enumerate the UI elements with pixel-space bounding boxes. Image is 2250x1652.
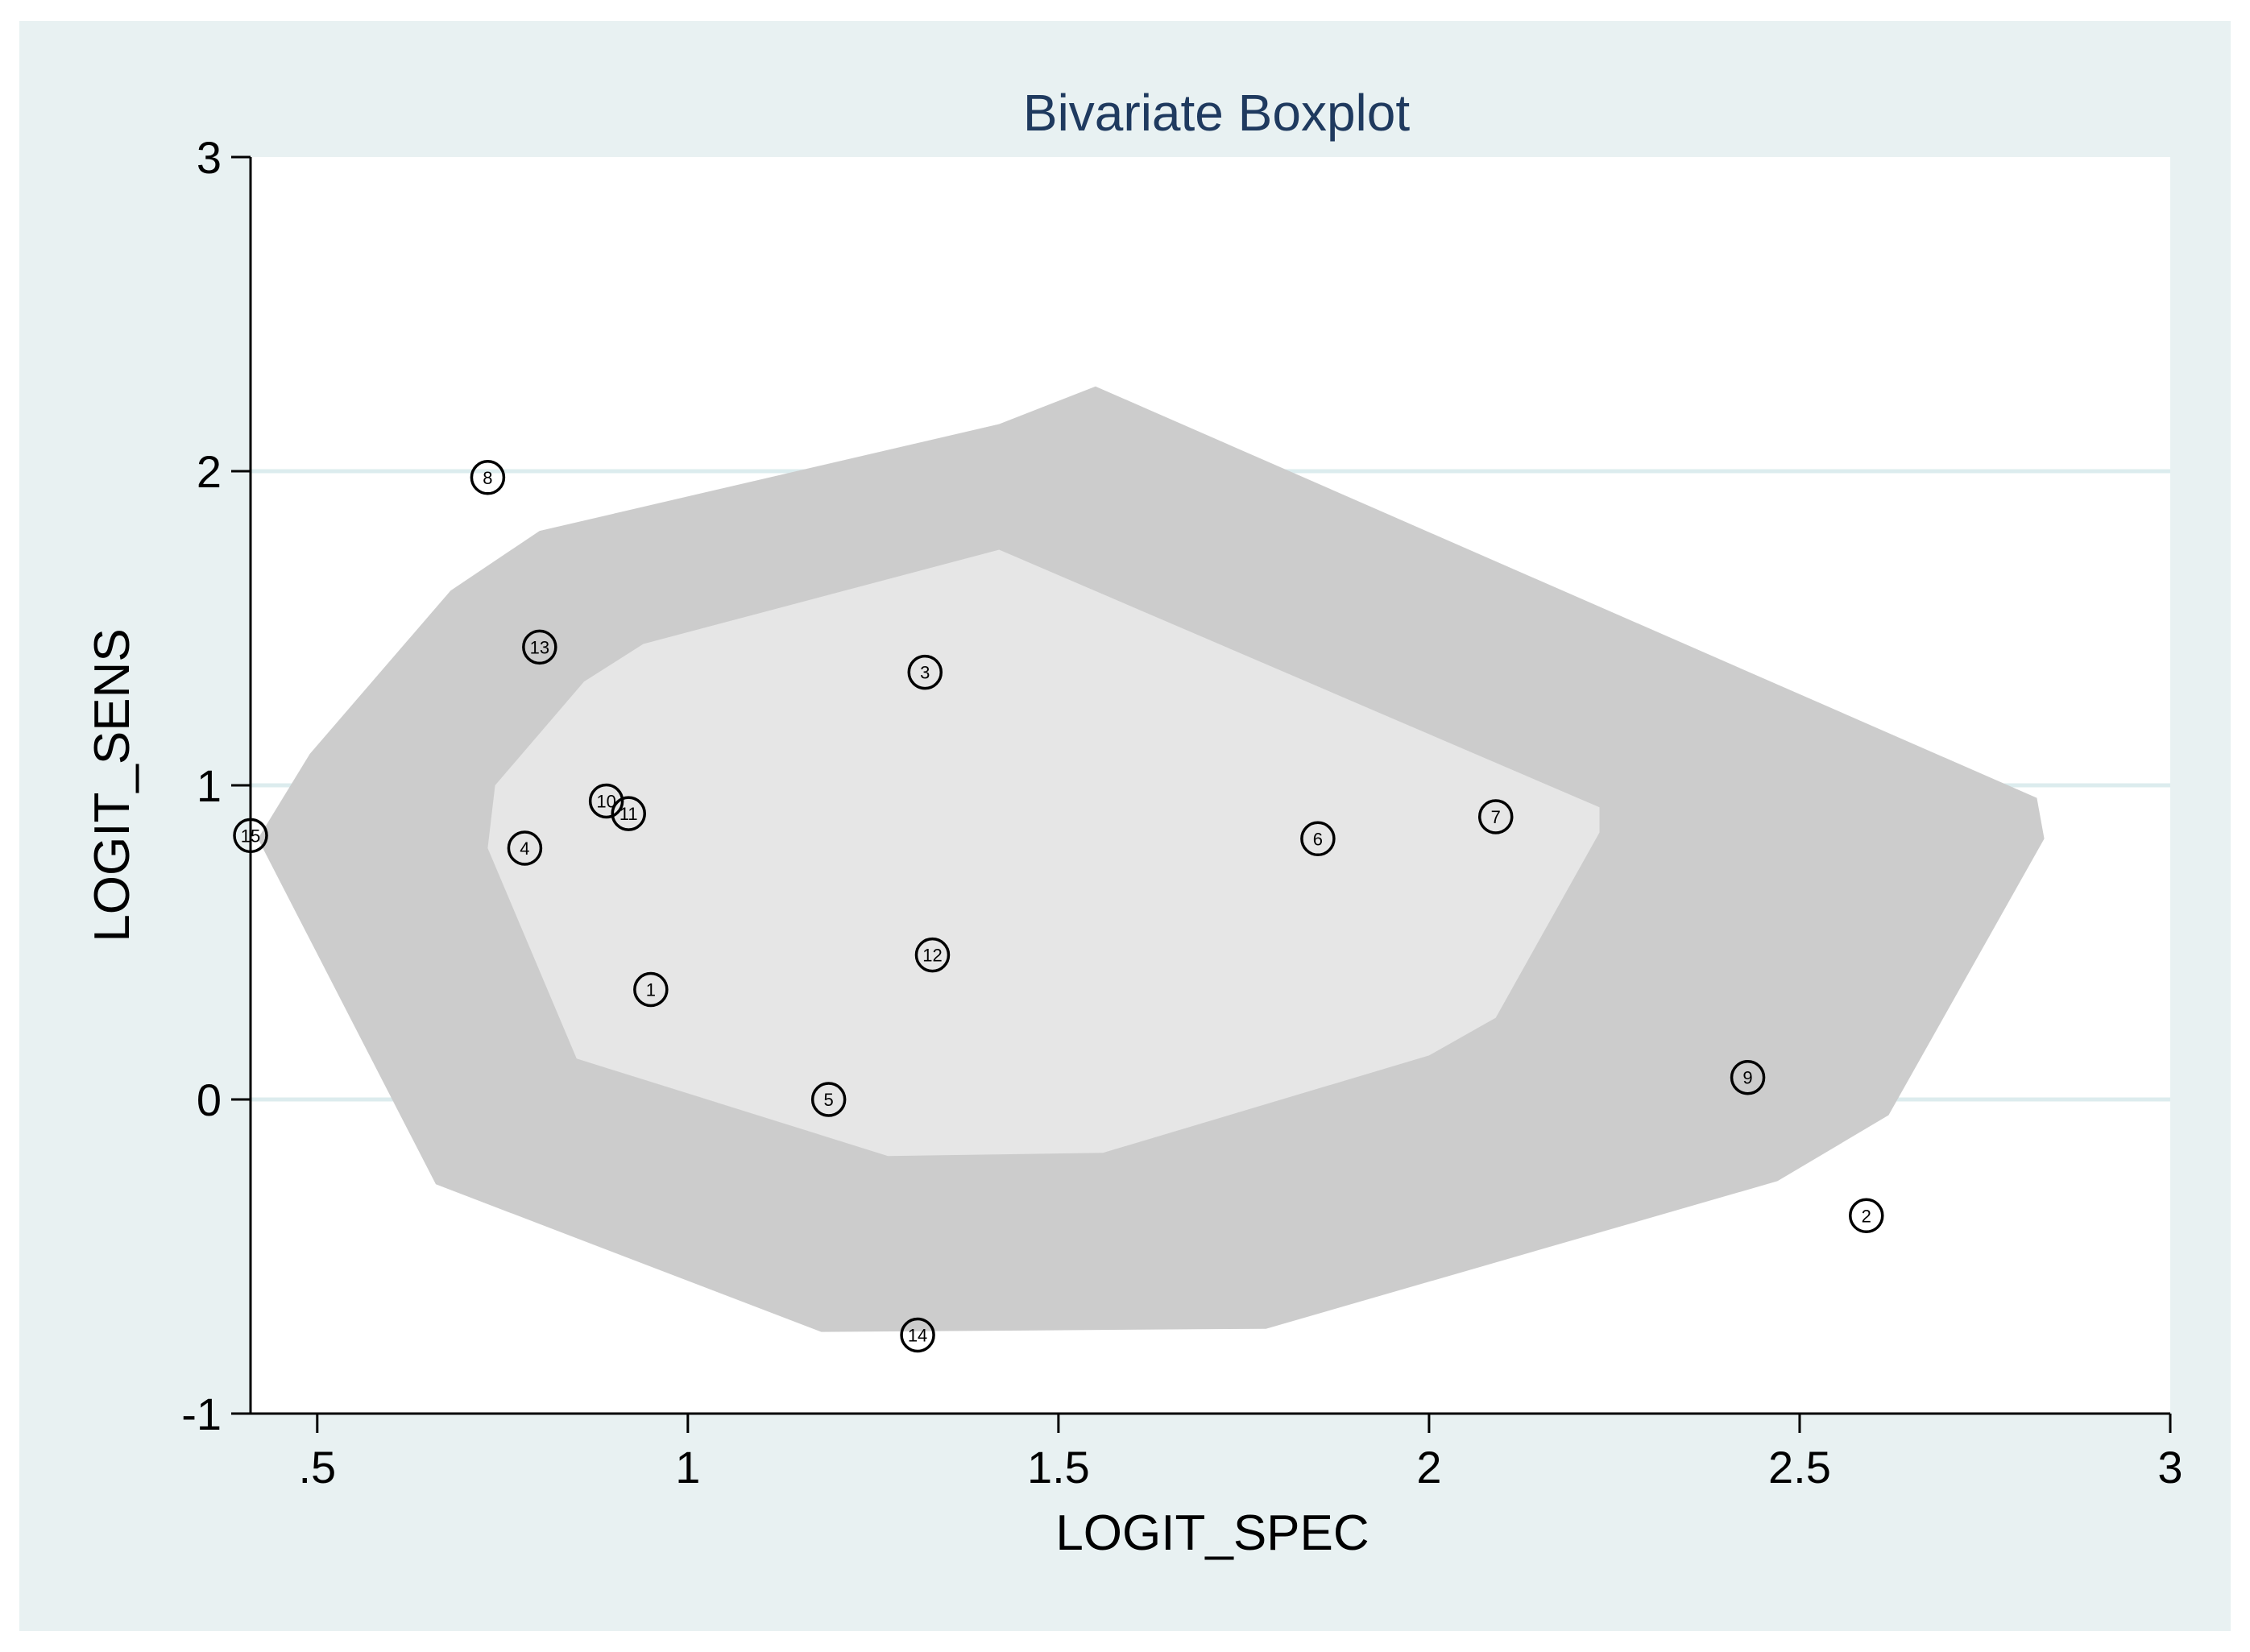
data-point: 9 bbox=[1730, 1059, 1766, 1095]
data-point-marker bbox=[507, 830, 543, 866]
data-point-marker bbox=[1849, 1198, 1884, 1234]
data-point-marker bbox=[588, 783, 624, 819]
data-point-marker bbox=[470, 460, 506, 495]
x-axis-title: LOGIT_SPEC bbox=[1055, 1505, 1369, 1561]
x-tick-label: 1.5 bbox=[1027, 1442, 1090, 1493]
data-point: 13 bbox=[522, 629, 557, 665]
data-point: 11 bbox=[611, 796, 646, 831]
data-point-label: 5 bbox=[824, 1090, 834, 1110]
data-point-label: 3 bbox=[920, 663, 930, 683]
data-point: 14 bbox=[900, 1317, 935, 1353]
x-tick-label: .5 bbox=[298, 1442, 336, 1493]
data-point-marker bbox=[810, 1082, 847, 1117]
y-tick-label: 3 bbox=[197, 132, 222, 183]
data-point-marker bbox=[233, 818, 268, 854]
y-tick-label: -1 bbox=[181, 1389, 222, 1439]
data-point: 3 bbox=[907, 654, 943, 690]
data-point-label: 11 bbox=[619, 804, 638, 824]
data-point: 1 bbox=[633, 971, 669, 1008]
data-point-label: 4 bbox=[520, 838, 529, 859]
data-point: 2 bbox=[1849, 1198, 1884, 1234]
data-point-label: 9 bbox=[1742, 1068, 1752, 1088]
data-point-marker bbox=[522, 629, 557, 665]
x-tick-label: 1 bbox=[675, 1442, 700, 1493]
data-point: 6 bbox=[1300, 821, 1336, 857]
data-point-marker bbox=[1477, 799, 1514, 834]
data-point: 12 bbox=[914, 937, 951, 973]
data-point-label: 12 bbox=[922, 946, 942, 966]
data-point-marker bbox=[1300, 821, 1336, 857]
data-point: 10 bbox=[588, 783, 624, 819]
data-point-marker bbox=[900, 1317, 935, 1353]
x-tick-label: 3 bbox=[2157, 1442, 2182, 1493]
data-point-label: 13 bbox=[530, 637, 549, 657]
data-point-label: 7 bbox=[1491, 807, 1501, 827]
data-point-label: 2 bbox=[1862, 1206, 1871, 1226]
data-point: 15 bbox=[233, 818, 268, 854]
data-point-label: 8 bbox=[483, 468, 492, 488]
inner-hinge-region bbox=[487, 549, 1600, 1157]
chart-title: Bivariate Boxplot bbox=[1023, 84, 1410, 142]
data-point-label: 1 bbox=[646, 980, 656, 1000]
y-tick-label: 0 bbox=[197, 1074, 222, 1125]
data-point: 5 bbox=[810, 1082, 847, 1117]
data-point-label: 6 bbox=[1313, 829, 1323, 849]
data-point-marker bbox=[907, 654, 943, 690]
data-point-label: 15 bbox=[241, 826, 260, 846]
x-tick-label: 2 bbox=[1416, 1442, 1441, 1493]
y-tick-label: 2 bbox=[197, 446, 222, 497]
data-point-marker bbox=[633, 971, 669, 1008]
data-point: 8 bbox=[470, 460, 506, 495]
x-tick-label: 2.5 bbox=[1768, 1442, 1831, 1493]
data-point: 4 bbox=[507, 830, 543, 866]
data-point: 7 bbox=[1477, 799, 1514, 834]
y-axis-title: LOGIT_SENS bbox=[85, 628, 140, 942]
data-point-marker bbox=[611, 796, 646, 831]
data-point-marker bbox=[1730, 1059, 1766, 1095]
y-tick-label: 1 bbox=[197, 760, 222, 811]
data-point-marker bbox=[914, 937, 951, 973]
data-point-label: 14 bbox=[908, 1326, 927, 1346]
